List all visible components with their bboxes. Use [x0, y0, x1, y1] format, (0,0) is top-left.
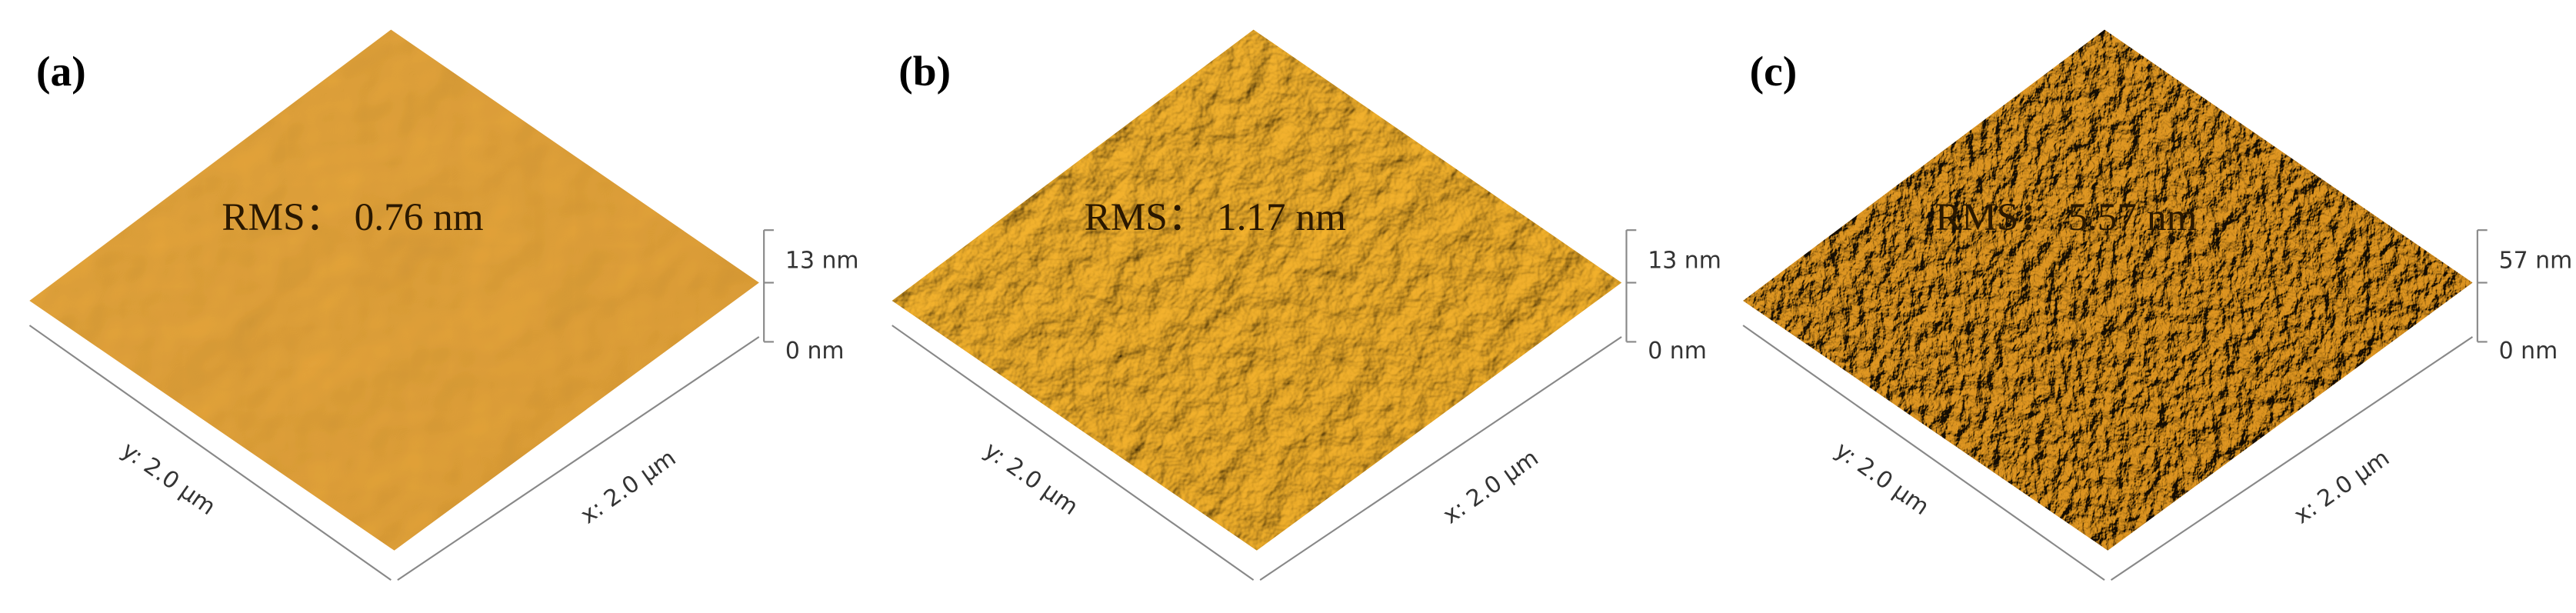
x-axis-line: [397, 336, 760, 581]
y-axis-line: [1742, 325, 2105, 581]
x-axis-label: x: 2.0 μm: [1438, 445, 1544, 529]
panel-label: (c): [1750, 48, 1798, 95]
panel-label: (b): [898, 48, 951, 95]
z-bottom-label: 0 nm: [1648, 338, 1707, 365]
afm-texture: [1743, 29, 2473, 551]
x-axis-line: [2110, 336, 2474, 581]
rms-label: RMS： 0.76 nm: [222, 195, 483, 239]
panel-label: (a): [36, 48, 86, 95]
y-axis-line: [28, 325, 392, 581]
z-top-label: 57 nm: [2499, 247, 2573, 274]
afm-texture: [29, 29, 759, 551]
x-axis-label: x: 2.0 μm: [575, 445, 681, 529]
z-bottom-label: 0 nm: [2499, 338, 2558, 365]
rms-label: RMS： 5.57 nm: [1935, 195, 2197, 239]
x-axis-label: x: 2.0 μm: [2289, 445, 2394, 529]
x-axis-line: [1259, 336, 1622, 581]
y-axis-line: [891, 325, 1255, 581]
z-bottom-label: 0 nm: [785, 338, 845, 365]
afm-texture: [891, 29, 1622, 551]
z-top-label: 13 nm: [1648, 247, 1721, 274]
z-top-label: 13 nm: [785, 247, 859, 274]
rms-label: RMS： 1.17 nm: [1085, 195, 1346, 239]
